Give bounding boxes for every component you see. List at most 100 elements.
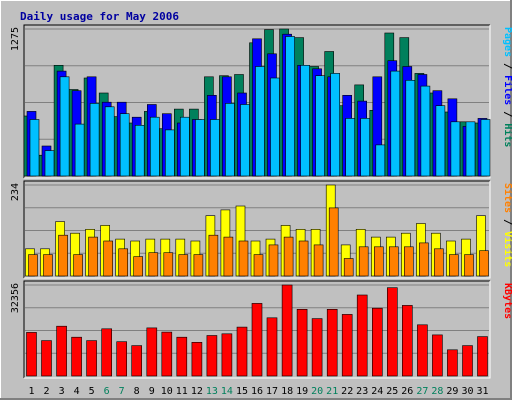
axis-label-segment: Files <box>502 75 512 105</box>
bar-pages-day-15 <box>240 104 250 177</box>
bar-sites-day-13 <box>208 234 219 277</box>
bar-sites-day-16 <box>253 254 264 277</box>
axis-label-segment: / <box>502 213 512 231</box>
x-tick-label-day-30: 30 <box>461 386 473 397</box>
bar-pages-day-23 <box>360 118 371 177</box>
panel-top-max-label: 1275 <box>10 27 21 51</box>
bar-sites-day-28 <box>434 248 444 277</box>
bar-kbytes-day-5 <box>86 340 97 377</box>
x-tick-label-day-22: 22 <box>341 386 353 397</box>
bar-sites-day-29 <box>449 254 459 277</box>
panel-middle-border-top <box>23 180 490 278</box>
bar-kbytes-day-3 <box>56 325 67 377</box>
bar-kbytes-day-26 <box>401 305 413 377</box>
bar-kbytes-day-13 <box>206 335 218 377</box>
bar-pages-day-18 <box>285 36 295 177</box>
bar-kbytes-day-6 <box>101 328 112 377</box>
bar-kbytes-day-28 <box>432 334 443 377</box>
bar-kbytes-day-17 <box>266 317 278 377</box>
bar-sites-day-8 <box>133 256 143 277</box>
bar-sites-day-9 <box>148 252 159 277</box>
panel-bottom-border-top <box>23 280 490 378</box>
bar-pages-day-31 <box>480 119 491 177</box>
bar-pages-day-8 <box>134 125 145 177</box>
bar-sites-day-11 <box>178 254 189 277</box>
bar-kbytes-day-29 <box>447 349 458 377</box>
axis-label-segment: Pages <box>502 27 512 57</box>
bar-sites-day-20 <box>313 244 324 277</box>
bar-sites-day-24 <box>373 246 384 277</box>
bar-pages-day-22 <box>345 118 356 177</box>
bar-sites-day-22 <box>343 258 354 277</box>
bar-pages-day-10 <box>165 129 175 177</box>
x-tick-label-day-26: 26 <box>401 386 413 397</box>
x-tick-label-day-4: 4 <box>74 386 80 397</box>
x-tick-label-day-18: 18 <box>281 386 293 397</box>
bar-sites-day-23 <box>358 246 369 277</box>
bar-sites-day-31 <box>479 250 489 277</box>
bar-kbytes-day-25 <box>386 287 398 377</box>
bar-pages-day-17 <box>270 77 280 177</box>
x-tick-label-day-1: 1 <box>28 386 34 397</box>
axis-label-segment: Visits <box>502 231 512 267</box>
bar-pages-day-14 <box>225 103 235 177</box>
bar-pages-day-16 <box>255 66 265 177</box>
x-tick-label-day-10: 10 <box>161 386 173 397</box>
bar-kbytes-day-9 <box>146 327 158 377</box>
bar-pages-day-25 <box>390 70 401 177</box>
x-tick-label-day-23: 23 <box>356 386 368 397</box>
x-tick-label-day-31: 31 <box>476 386 488 397</box>
bar-kbytes-day-7 <box>116 341 127 377</box>
x-tick-label-day-16: 16 <box>251 386 263 397</box>
x-tick-label-day-8: 8 <box>134 386 140 397</box>
axis-label-segment: KBytes <box>502 283 512 319</box>
bar-sites-day-21 <box>328 207 339 277</box>
panel-bottom-max-label: 32356 <box>10 283 21 313</box>
bar-sites-day-3 <box>58 234 68 277</box>
x-tick-label-day-9: 9 <box>149 386 155 397</box>
x-tick-label-day-20: 20 <box>311 386 323 397</box>
x-tick-label-day-13: 13 <box>206 386 218 397</box>
bar-pages-day-30 <box>465 121 476 177</box>
bar-sites-day-25 <box>388 246 399 277</box>
bar-pages-day-9 <box>150 116 160 177</box>
bar-pages-day-7 <box>119 113 130 177</box>
bar-sites-day-26 <box>403 246 414 277</box>
bar-sites-day-27 <box>419 242 429 277</box>
bar-kbytes-day-30 <box>462 345 473 377</box>
bar-sites-day-18 <box>283 236 294 277</box>
bar-kbytes-day-21 <box>326 308 338 377</box>
panel-bottom-axis-label: KBytes <box>502 283 512 319</box>
bar-pages-day-5 <box>89 103 100 177</box>
bar-pages-day-1 <box>29 119 40 177</box>
bar-pages-day-13 <box>210 119 220 177</box>
x-tick-label-day-6: 6 <box>104 386 110 397</box>
bar-sites-day-4 <box>73 254 83 277</box>
bar-kbytes-day-19 <box>296 308 308 377</box>
bar-pages-day-11 <box>180 116 190 177</box>
panel-bottom-border-bottom <box>24 281 491 379</box>
bar-kbytes-day-18 <box>281 284 293 377</box>
axis-label-segment: / <box>502 105 512 123</box>
x-tick-label-day-15: 15 <box>236 386 248 397</box>
bar-kbytes-day-1 <box>26 332 37 377</box>
bar-sites-day-5 <box>88 236 98 277</box>
x-tick-label-day-3: 3 <box>59 386 65 397</box>
x-tick-label-day-19: 19 <box>296 386 308 397</box>
bar-sites-day-14 <box>223 236 234 277</box>
bar-pages-day-29 <box>450 121 461 177</box>
bar-pages-day-19 <box>300 65 310 177</box>
x-tick-label-day-14: 14 <box>221 386 233 397</box>
x-tick-label-day-17: 17 <box>266 386 278 397</box>
bar-kbytes-day-22 <box>341 314 353 377</box>
bar-kbytes-day-16 <box>251 303 263 377</box>
bar-sites-day-12 <box>193 254 204 277</box>
x-tick-label-day-7: 7 <box>119 386 125 397</box>
bar-sites-day-15 <box>238 240 249 277</box>
bar-sites-day-6 <box>103 240 113 277</box>
bar-pages-day-27 <box>420 85 431 177</box>
bar-sites-day-2 <box>43 254 53 277</box>
x-tick-label-day-24: 24 <box>371 386 383 397</box>
